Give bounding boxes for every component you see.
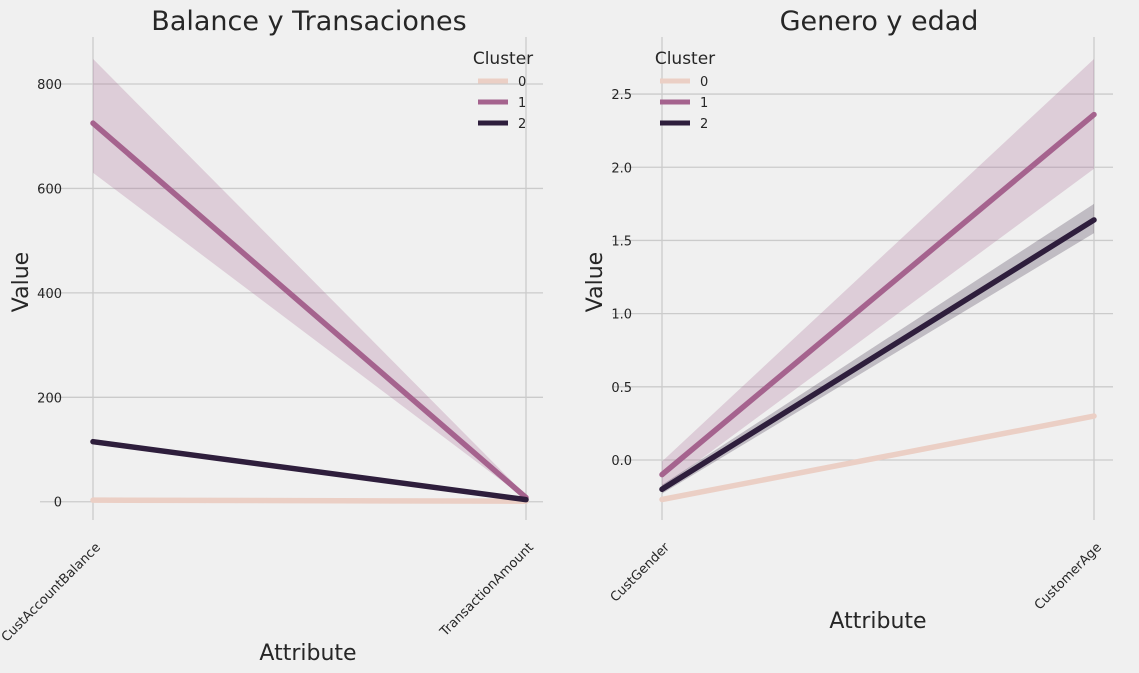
x-tick-label: TransactionAmount — [437, 540, 537, 640]
y-tick-label: 600 — [37, 182, 62, 197]
series-line-cluster-2 — [90, 438, 529, 503]
ci-band-cluster-1 — [662, 58, 1094, 488]
ci-band-cluster-1 — [93, 58, 526, 500]
y-tick-label: 400 — [37, 287, 62, 302]
legend-title: Cluster — [473, 49, 533, 69]
y-tick-label: 0.5 — [611, 381, 632, 396]
x-tick-label: CustGender — [608, 540, 674, 606]
y-tick-label: 200 — [37, 391, 62, 406]
y-axis-label: Value — [583, 252, 608, 312]
legend-label-cluster-0: 0 — [700, 75, 708, 90]
y-tick-label: 1.0 — [611, 308, 632, 323]
series-line-cluster-0 — [659, 413, 1097, 503]
y-axis-label: Value — [9, 252, 34, 312]
legend-label-cluster-2: 2 — [700, 117, 708, 132]
y-tick-label: 1.5 — [611, 234, 632, 249]
y-tick-label: 800 — [37, 78, 62, 93]
legend-title: Cluster — [655, 49, 715, 69]
series-line-cluster-0 — [90, 497, 529, 504]
y-tick-label: 0.0 — [611, 454, 632, 469]
legend-label-cluster-2: 2 — [518, 117, 526, 132]
y-tick-label: 2.5 — [611, 88, 632, 103]
chart-title: Balance y Transaciones — [151, 6, 466, 37]
y-tick-label: 2.0 — [611, 161, 632, 176]
series-line-cluster-2 — [659, 217, 1097, 493]
series-line-cluster-1 — [659, 111, 1097, 478]
chart-title: Genero y edad — [780, 6, 979, 37]
legend-label-cluster-1: 1 — [518, 96, 526, 111]
series-line-cluster-1 — [90, 120, 529, 501]
chart-1: 0 200 400 600 800 CustAccountBalance Transacti… — [0, 6, 543, 666]
legend: Cluster 0 1 2 — [655, 49, 715, 132]
x-axis-label: Attribute — [829, 609, 926, 634]
legend-label-cluster-0: 0 — [518, 75, 526, 90]
chart-2: 0.0 0.5 1.0 1.5 2.0 2.5 CustGender CustomerAge G… — [583, 6, 1113, 634]
x-tick-label: CustAccountBalance — [0, 540, 104, 645]
legend-label-cluster-1: 1 — [700, 96, 708, 111]
y-tick-label: 0 — [54, 496, 62, 511]
x-axis-label: Attribute — [259, 641, 356, 666]
legend: Cluster 0 1 2 — [473, 49, 533, 132]
x-tick-label: CustomerAge — [1032, 540, 1105, 613]
